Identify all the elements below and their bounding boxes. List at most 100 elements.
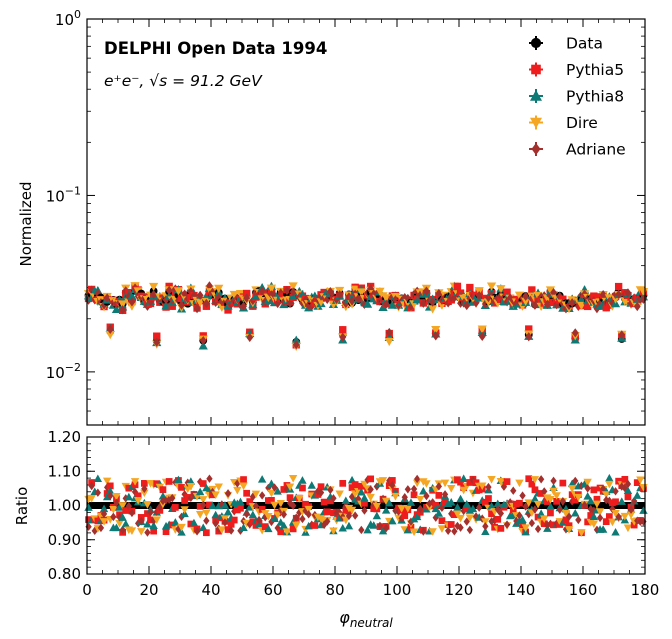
legend-marker-pythia8: [530, 90, 542, 101]
ratio-point-adriane: [302, 506, 309, 516]
data-point-adriane: [153, 337, 161, 347]
data-point-dire: [214, 284, 224, 294]
data-point-pythia5: [525, 325, 533, 333]
ratio-point-dire: [453, 510, 462, 519]
ratio-point-adriane: [441, 490, 449, 499]
ratio-point-dire: [533, 500, 543, 509]
ratio-point-dire: [524, 499, 533, 507]
ratio-point-pythia8: [338, 523, 347, 532]
data-point-adriane: [326, 286, 334, 297]
ratio-point-dire: [130, 478, 140, 486]
x-axis-label-subscript: neutral: [350, 616, 394, 630]
ratio-point-pythia8: [341, 496, 351, 505]
ratio-point-pythia5: [602, 518, 610, 525]
data-point-adriane: [618, 330, 626, 340]
ratio-point-dire: [186, 483, 196, 491]
data-point-adriane: [624, 288, 632, 298]
data-point-adriane: [385, 327, 393, 338]
ratio-point-adriane: [128, 508, 136, 518]
ratio-point-adriane: [330, 494, 337, 503]
data-point-adriane: [506, 293, 514, 303]
ratio-point-adriane: [615, 512, 622, 522]
ratio-point-pythia8: [363, 525, 372, 534]
data-point-pythia5: [224, 306, 232, 314]
ratio-point-dire: [540, 515, 549, 523]
ratio-point-dire: [292, 521, 301, 530]
ratio-point-pythia5: [516, 499, 523, 507]
legend-marker-pythia5: [531, 64, 541, 75]
ratio-point-pythia5: [531, 486, 539, 494]
ratio-point-adriane: [482, 522, 489, 531]
ratio-point-dire: [437, 525, 447, 533]
ratio-point-pythia8: [124, 492, 134, 501]
ratio-point-dire: [366, 493, 375, 502]
data-point-dire: [356, 288, 366, 297]
legend-label: Pythia5: [566, 61, 624, 79]
data-point-dire: [496, 285, 506, 294]
ratio-point-pythia8: [257, 475, 267, 483]
ratio-point-dire: [595, 508, 605, 516]
data-point-adriane: [246, 332, 254, 343]
ratio-point-adriane: [321, 520, 328, 529]
data-point-pythia8: [127, 291, 137, 300]
ratio-point-dire: [381, 497, 391, 506]
ratio-point-adriane: [175, 524, 182, 534]
ratio-point-dire: [239, 482, 248, 491]
ratio-point-adriane: [463, 517, 470, 526]
ratio-point-adriane: [305, 510, 312, 519]
ratio-point-pythia8: [115, 503, 124, 511]
data-point-adriane: [596, 298, 604, 309]
ratio-point-dire: [335, 490, 344, 499]
ratio-point-pythia5: [540, 520, 548, 528]
ratio-point-adriane: [345, 511, 353, 521]
ratio-frame: [86, 436, 646, 575]
ratio-point-pythia8: [530, 494, 540, 503]
x-tick-label: 40: [201, 581, 220, 599]
ratio-point-dire: [521, 524, 530, 532]
ratio-point-pythia8: [208, 501, 217, 510]
ratio-point-pythia5: [571, 496, 579, 504]
ratio-point-dire: [137, 528, 146, 536]
ratio-point-pythia5: [357, 482, 365, 490]
ratio-point-adriane: [612, 487, 619, 496]
ratio-point-adriane: [113, 498, 120, 508]
ratio-point-pythia5: [162, 528, 170, 536]
ratio-point-adriane: [423, 491, 430, 501]
x-tick-label: 60: [263, 581, 282, 599]
data-point-dire: [431, 325, 441, 335]
ratio-point-pythia5: [240, 476, 247, 483]
ratio-point-adriane: [212, 519, 219, 528]
ratio-point-adriane: [147, 508, 154, 517]
ratio-point-dire: [422, 480, 431, 488]
ratio-point-adriane: [138, 516, 145, 526]
ratio-point-pythia5: [150, 527, 158, 535]
data-point-adriane: [640, 294, 647, 304]
ratio-point-dire: [530, 476, 540, 484]
ratio-point-pythia8: [453, 503, 462, 511]
ratio-point-pythia5: [494, 515, 502, 523]
x-tick-label: 80: [325, 581, 344, 599]
data-point-pythia8: [111, 304, 122, 314]
ratio-point-dire: [288, 474, 298, 483]
ratio-point-dire: [515, 479, 524, 488]
ratio-point-pythia5: [144, 510, 151, 517]
ratio-point-adriane: [166, 495, 173, 504]
ratio-point-pythia5: [227, 520, 235, 528]
data-point-adriane: [633, 301, 641, 312]
ratio-point-dire: [233, 486, 242, 495]
ratio-point-pythia5: [438, 517, 446, 525]
ratio-point-pythia8: [270, 514, 279, 522]
ratio-point-adriane: [141, 484, 148, 493]
ratio-point-pythia8: [434, 509, 444, 517]
ratio-point-pythia8: [518, 515, 527, 524]
data-point-pythia5: [453, 282, 462, 291]
ratio-point-dire: [412, 479, 422, 488]
ratio-point-pythia5: [147, 516, 154, 524]
data-point-dire: [195, 298, 205, 308]
ratio-point-dire: [403, 505, 413, 513]
ratio-point-adriane: [280, 510, 287, 519]
ratio-point-pythia8: [239, 523, 248, 532]
ratio-point-dire: [459, 486, 468, 495]
data-point-adriane: [193, 304, 201, 314]
